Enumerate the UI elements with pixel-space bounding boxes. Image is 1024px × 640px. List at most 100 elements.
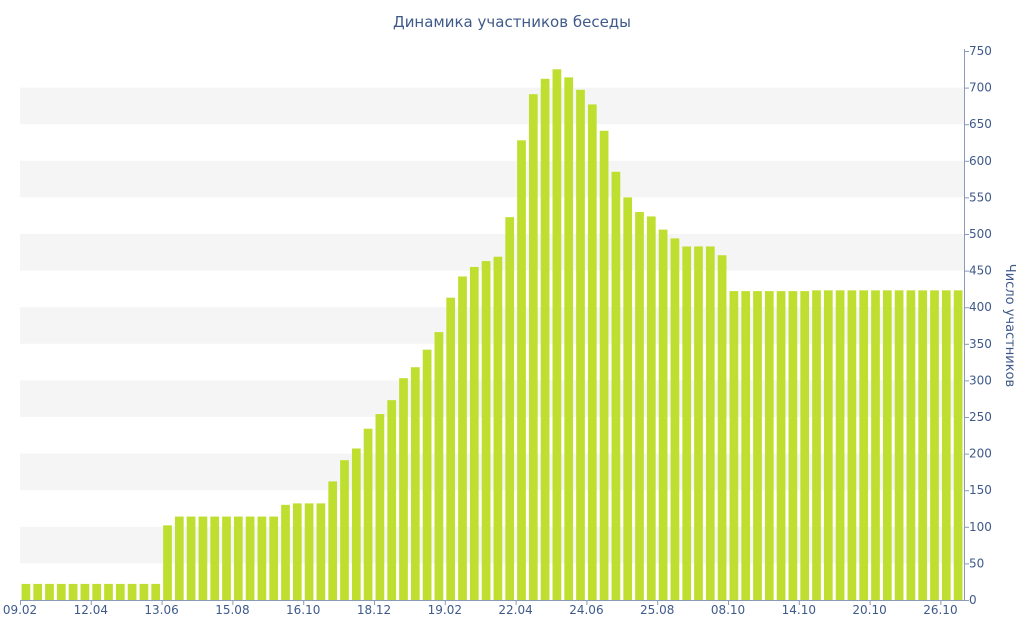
bar: [682, 246, 692, 600]
bar: [599, 130, 609, 600]
bar: [517, 140, 526, 600]
bar: [741, 291, 751, 600]
bar: [410, 367, 420, 600]
bar: [847, 290, 857, 600]
y-tick-label: 600: [969, 154, 992, 168]
bar: [540, 78, 550, 601]
bar: [292, 503, 302, 600]
y-tick-label: 550: [969, 190, 992, 204]
x-tick-label: 16.10: [286, 603, 320, 617]
bar: [21, 583, 31, 600]
y-axis-title: Число участников: [1002, 264, 1017, 387]
bar: [387, 400, 397, 600]
y-tick-label: 50: [969, 556, 984, 570]
bar: [469, 266, 479, 600]
y-tick-label: 200: [969, 447, 992, 461]
bar: [245, 516, 255, 600]
bar: [198, 516, 208, 600]
bar: [233, 516, 243, 600]
grid-band: [20, 526, 964, 564]
x-tick-label: 12.04: [74, 603, 108, 617]
y-tick-label: 300: [969, 373, 992, 387]
bar: [635, 212, 644, 601]
bar: [281, 504, 290, 600]
bar: [871, 290, 880, 600]
x-tick-label: 08.10: [711, 603, 745, 617]
bar: [764, 291, 774, 600]
bar: [375, 414, 385, 600]
bar: [918, 290, 928, 600]
bar: [45, 583, 54, 600]
bar: [115, 583, 125, 600]
x-tick-label: 26.10: [923, 603, 957, 617]
bar: [611, 171, 621, 600]
bar: [127, 583, 137, 600]
bar: [269, 516, 279, 600]
bar: [257, 516, 267, 600]
bar: [446, 297, 456, 600]
bar: [564, 77, 574, 601]
bar: [788, 291, 798, 600]
bar: [717, 255, 727, 600]
y-tick-label: 400: [969, 300, 992, 314]
x-tick-label: 18.12: [357, 603, 391, 617]
bar: [68, 583, 78, 600]
bar: [812, 290, 821, 600]
y-tick-label: 650: [969, 117, 992, 131]
bar: [210, 516, 220, 600]
bar: [941, 290, 951, 600]
y-tick-label: 100: [969, 520, 992, 534]
bar: [670, 238, 680, 600]
y-tick-label: 0: [969, 593, 977, 607]
bar: [304, 503, 314, 600]
bar: [80, 583, 90, 600]
x-tick-label: 20.10: [852, 603, 886, 617]
bar: [399, 378, 408, 600]
axes: [20, 49, 969, 605]
x-tick-labels: 09.02 12.04 13.06 15.08 16.10 18.12 19.02 22.04…: [3, 603, 958, 617]
bar: [493, 256, 503, 600]
bar: [823, 290, 833, 600]
grid-band: [20, 87, 964, 125]
bar: [174, 516, 184, 600]
bar: [33, 583, 43, 600]
bar: [186, 516, 196, 600]
bar: [340, 460, 349, 600]
bar: [587, 104, 597, 600]
bar: [729, 291, 739, 600]
bar: [163, 525, 172, 600]
y-tick-label: 700: [969, 81, 992, 95]
bar: [363, 428, 373, 600]
bar: [776, 291, 786, 600]
bar: [835, 290, 845, 600]
x-tick-label: 19.02: [428, 603, 462, 617]
bar: [623, 197, 633, 600]
x-tick-label: 22.04: [498, 603, 532, 617]
y-tick-label: 450: [969, 264, 992, 278]
bar: [646, 216, 656, 600]
bar: [906, 290, 916, 600]
bar: [658, 229, 668, 600]
bar: [552, 69, 562, 601]
grid-band: [20, 307, 964, 344]
x-tick-label: 13.06: [144, 603, 178, 617]
bar: [458, 276, 467, 600]
y-tick-label: 350: [969, 337, 992, 351]
bars: [21, 69, 963, 601]
chart-title: Динамика участников беседы: [392, 13, 632, 31]
x-tick-label: 14.10: [782, 603, 816, 617]
bar: [894, 290, 904, 600]
bar: [92, 583, 102, 600]
bar: [422, 349, 432, 600]
bar: [104, 583, 113, 600]
y-tick-label: 250: [969, 410, 992, 424]
bar: [316, 503, 326, 600]
bar: [930, 290, 939, 600]
y-tick-labels: 0 50 100 150 200 250 300 350 400 450 500 550 600 650 7…: [969, 44, 992, 607]
bar: [222, 516, 231, 600]
grid-bands: [20, 87, 964, 564]
bar: [139, 583, 149, 600]
grid-band: [20, 453, 964, 491]
grid-band: [20, 380, 964, 417]
